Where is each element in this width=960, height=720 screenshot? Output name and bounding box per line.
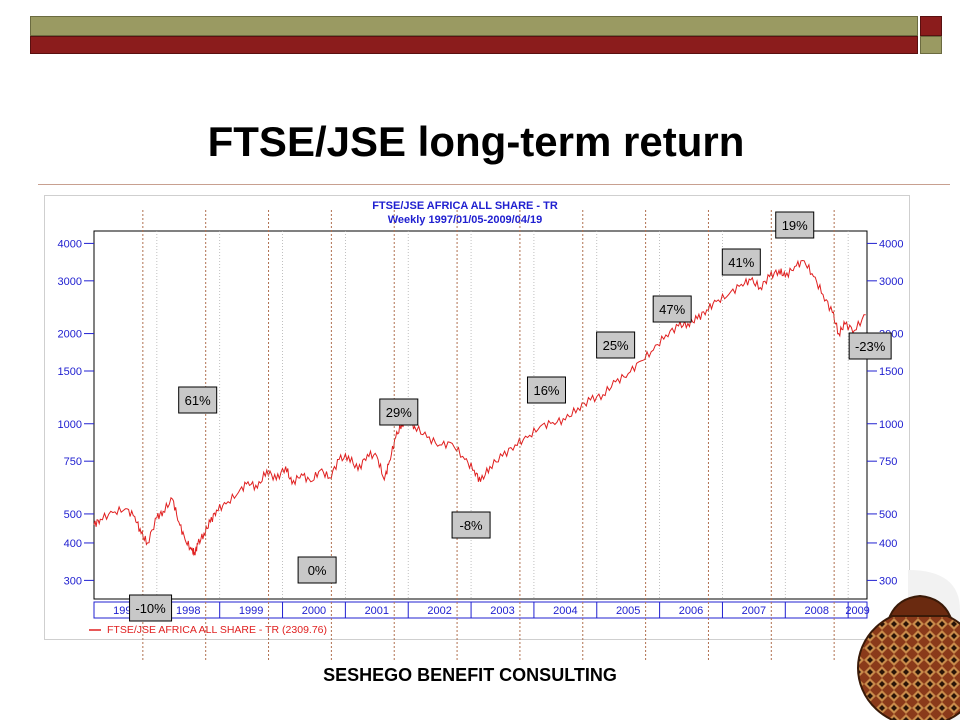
y-axis-left: 300 400 500 750 1000 1500 2000 3000 4000	[58, 238, 94, 587]
annotation-box-9: 19%	[775, 211, 815, 239]
year-gridlines	[156, 231, 849, 599]
annotation-box-5: 16%	[526, 376, 566, 404]
y-tick-label-left-300: 300	[64, 575, 82, 587]
annotation-box-bg	[451, 511, 491, 539]
y-tick-label-right-1500: 1500	[879, 366, 903, 378]
annotation-label: 61%	[185, 393, 211, 408]
basket-body	[857, 609, 960, 720]
plot-frame	[93, 230, 868, 600]
annotation-box-bg	[721, 248, 761, 276]
footer-text: SESHEGO BENEFIT CONSULTING	[323, 665, 617, 685]
y-tick-label-right-3000: 3000	[879, 276, 903, 288]
x-tick-label-2003: 2003	[490, 605, 514, 617]
basket-neck	[888, 594, 952, 617]
annotation-box-bg	[652, 295, 692, 323]
annotation-label: -10%	[135, 601, 166, 616]
y-tick-label-left-750: 750	[64, 456, 82, 468]
legend-label: FTSE/JSE AFRICA ALL SHARE - TR (2309.76)	[107, 624, 327, 636]
annotation-box-2: 0%	[297, 556, 337, 584]
annotation-box-bg	[596, 331, 636, 359]
y-tick-label-right-500: 500	[879, 509, 897, 521]
x-axis-band	[93, 601, 868, 619]
y-tick-label-left-2000: 2000	[58, 329, 82, 341]
x-tick-label-2004: 2004	[553, 605, 577, 617]
annotation-box-0: -10%	[129, 594, 173, 622]
x-tick-label-2009: 2009	[845, 605, 869, 617]
x-tick-label-2005: 2005	[616, 605, 640, 617]
chart-subtitle: Weekly 1997/01/05-2009/04/19	[388, 214, 543, 226]
y-tick-label-left-3000: 3000	[58, 276, 82, 288]
x-tick-label-2000: 2000	[302, 605, 326, 617]
title-divider	[38, 184, 950, 185]
annotation-box-3: 29%	[379, 398, 419, 426]
chart-title: FTSE/JSE AFRICA ALL SHARE - TR	[372, 200, 558, 212]
top-corner-maroon-square	[920, 16, 942, 36]
plot-area	[93, 230, 868, 600]
y-tick-label-right-750: 750	[879, 456, 897, 468]
annotation-label: 25%	[603, 338, 629, 353]
x-axis: 1997 1998 1999 2000 2001 2002 2003 2004 2005 2006…	[93, 601, 870, 619]
x-tick-label-1999: 1999	[239, 605, 263, 617]
annotation-box-bg	[526, 376, 566, 404]
annotation-box-4: -8%	[451, 511, 491, 539]
annotation-label: 19%	[782, 218, 808, 233]
annotation-box-bg	[297, 556, 337, 584]
annotation-label: -8%	[460, 518, 484, 533]
top-olive-bar	[30, 16, 918, 36]
annotation-box-bg	[178, 386, 218, 414]
y-tick-label-left-500: 500	[64, 509, 82, 521]
slide-title: FTSE/JSE long-term return	[207, 118, 745, 165]
basket-image	[857, 570, 960, 720]
y-tick-label-left-400: 400	[64, 538, 82, 550]
x-tick-label-2002: 2002	[427, 605, 451, 617]
x-tick-label-2001: 2001	[365, 605, 389, 617]
annotation-label: 29%	[386, 405, 412, 420]
annotation-label: 16%	[533, 383, 559, 398]
top-maroon-bar	[30, 36, 918, 54]
annotation-box-1: 61%	[178, 386, 218, 414]
series-line-0	[93, 259, 866, 557]
y-tick-label-right-4000: 4000	[879, 238, 903, 250]
annotation-label: 0%	[308, 563, 327, 578]
y-tick-label-left-4000: 4000	[58, 238, 82, 250]
y-tick-label-right-300: 300	[879, 575, 897, 587]
series-group	[93, 259, 866, 557]
top-corner-olive-square	[920, 36, 942, 54]
annotation-box-bg	[379, 398, 419, 426]
annotation-box-8: 41%	[721, 248, 761, 276]
x-tick-label-2006: 2006	[679, 605, 703, 617]
annotation-box-10: -23%	[848, 332, 892, 360]
chart-legend: FTSE/JSE AFRICA ALL SHARE - TR (2309.76)	[89, 624, 327, 636]
x-tick-label-1998: 1998	[176, 605, 200, 617]
annotation-box-bg	[848, 332, 892, 360]
chart-panel: FTSE/JSE AFRICA ALL SHARE - TR Weekly 19…	[44, 195, 910, 640]
annotation-label: 41%	[728, 255, 754, 270]
y-tick-label-left-1000: 1000	[58, 419, 82, 431]
annotation-box-6: 25%	[596, 331, 636, 359]
y-tick-label-right-1000: 1000	[879, 419, 903, 431]
annotation-box-bg	[775, 211, 815, 239]
annotation-label: 47%	[659, 302, 685, 317]
y-tick-label-left-1500: 1500	[58, 366, 82, 378]
x-tick-label-2008: 2008	[804, 605, 828, 617]
annotation-box-7: 47%	[652, 295, 692, 323]
annotation-box-bg	[129, 594, 173, 622]
y-tick-label-right-400: 400	[879, 538, 897, 550]
x-tick-label-2007: 2007	[742, 605, 766, 617]
annotation-label: -23%	[855, 339, 886, 354]
